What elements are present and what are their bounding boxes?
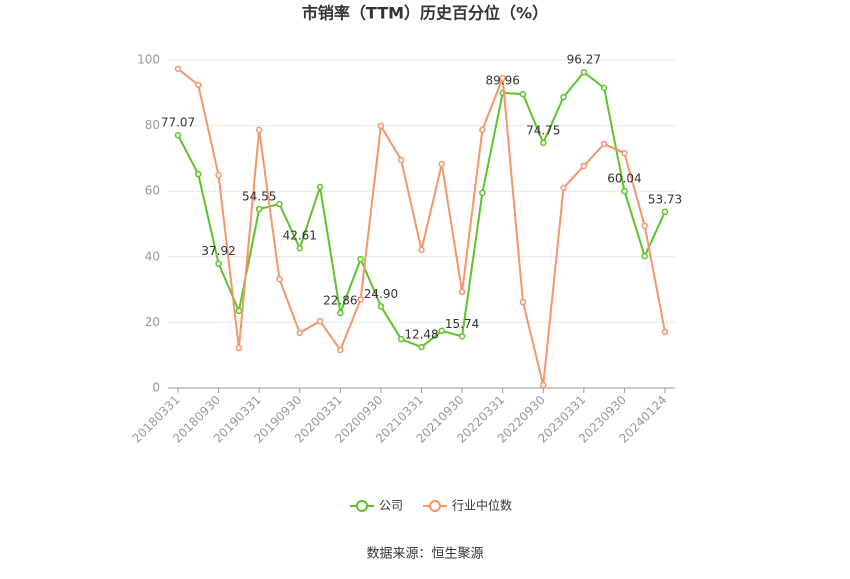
data-label: 60.04: [607, 172, 641, 186]
point: [316, 317, 324, 325]
point: [377, 303, 385, 310]
point: [438, 160, 446, 168]
point: [357, 255, 364, 263]
point: [438, 327, 446, 335]
point: [641, 222, 648, 230]
data-label: 12.48: [404, 328, 438, 342]
point: [276, 200, 283, 208]
point: [621, 149, 628, 157]
point: [377, 122, 385, 130]
point: [174, 65, 182, 73]
legend-marker: [429, 500, 442, 512]
point: [580, 162, 588, 170]
point: [195, 170, 202, 178]
point: [255, 205, 263, 213]
data-label: 77.07: [161, 116, 195, 130]
legend-label: 行业中位数: [452, 498, 512, 513]
point: [458, 333, 466, 340]
point: [600, 84, 608, 92]
point: [661, 328, 669, 336]
point: [499, 74, 506, 82]
y-tick-label: 0: [152, 381, 160, 395]
y-tick-label: 20: [145, 315, 160, 329]
point: [621, 187, 628, 195]
point: [397, 156, 405, 164]
point: [296, 244, 303, 252]
point: [580, 68, 588, 76]
point: [479, 126, 486, 134]
point: [540, 381, 547, 389]
point: [255, 126, 263, 134]
chart-title: 市销率（TTM）历史百分位（%）: [302, 4, 548, 23]
y-tick-label: 40: [145, 249, 160, 263]
point: [316, 183, 324, 191]
data-label: 54.55: [242, 190, 276, 204]
y-tick-label: 60: [145, 184, 160, 198]
point: [195, 81, 202, 89]
data-label: 53.73: [648, 192, 682, 206]
point: [337, 309, 344, 317]
data-label: 15.74: [445, 317, 479, 331]
point: [337, 346, 344, 354]
data-label: 74.75: [526, 123, 560, 137]
source: 数据来源：恒生聚源: [366, 547, 483, 562]
point: [560, 93, 567, 101]
point: [235, 344, 243, 352]
point: [215, 171, 222, 179]
point: [418, 246, 425, 254]
point: [519, 90, 527, 98]
point: [458, 288, 466, 296]
data-label: 89.96: [485, 73, 519, 87]
point: [418, 343, 425, 351]
point: [479, 189, 486, 197]
y-tick-label: 80: [145, 118, 160, 132]
point: [641, 252, 648, 260]
point: [600, 140, 608, 148]
data-label: 22.86: [323, 294, 357, 308]
point: [357, 296, 364, 303]
data-label: 96.27: [567, 53, 601, 67]
data-label: 42.61: [283, 229, 317, 243]
legend-marker: [356, 500, 368, 512]
point: [540, 139, 547, 147]
data-label: 37.92: [201, 244, 235, 258]
y-tick-label: 100: [137, 53, 160, 67]
legend-label: 公司: [379, 499, 403, 513]
point: [397, 335, 405, 343]
point: [215, 260, 222, 267]
point: [296, 329, 303, 337]
data-label: 24.90: [364, 287, 398, 301]
point: [560, 184, 567, 192]
point: [276, 275, 283, 283]
point: [174, 131, 182, 139]
point: [661, 208, 669, 216]
point: [235, 307, 243, 315]
point: [519, 298, 527, 306]
